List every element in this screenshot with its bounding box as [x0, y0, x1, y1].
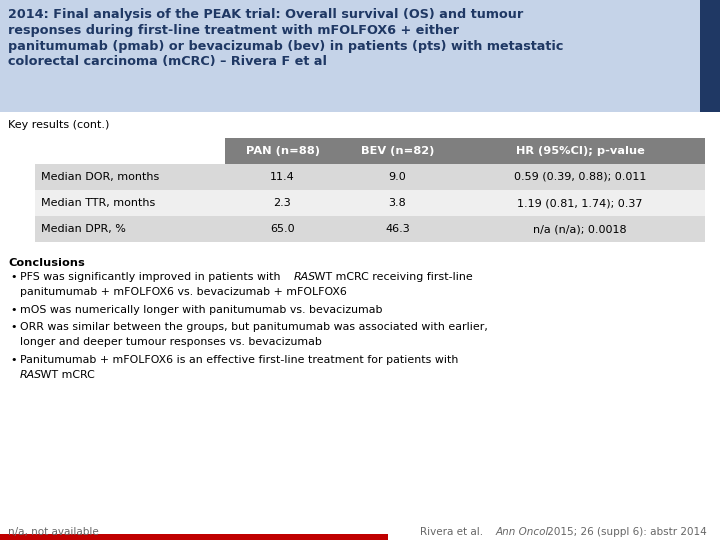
Bar — [35, 164, 705, 190]
Text: ORR was similar between the groups, but panitumumab was associated with earlier,: ORR was similar between the groups, but … — [20, 322, 488, 333]
Text: longer and deeper tumour responses vs. bevacizumab: longer and deeper tumour responses vs. b… — [20, 338, 322, 347]
Text: mOS was numerically longer with panitumumab vs. bevacizumab: mOS was numerically longer with panitumu… — [20, 305, 382, 315]
Text: •: • — [10, 272, 17, 282]
Text: 11.4: 11.4 — [270, 172, 295, 182]
Text: Median DOR, months: Median DOR, months — [41, 172, 159, 182]
Text: Ann Oncol: Ann Oncol — [495, 527, 549, 537]
Text: Median TTR, months: Median TTR, months — [41, 198, 156, 208]
Bar — [35, 216, 705, 242]
Text: Conclusions: Conclusions — [8, 258, 85, 268]
Text: WT mCRC: WT mCRC — [37, 370, 95, 380]
Text: 2014: Final analysis of the PEAK trial: Overall survival (OS) and tumour
respons: 2014: Final analysis of the PEAK trial: … — [8, 8, 563, 69]
Text: 2015; 26 (suppl 6): abstr 2014: 2015; 26 (suppl 6): abstr 2014 — [544, 527, 707, 537]
Text: 46.3: 46.3 — [385, 224, 410, 234]
Text: n/a, not available: n/a, not available — [8, 527, 99, 537]
Text: 0.59 (0.39, 0.88); 0.011: 0.59 (0.39, 0.88); 0.011 — [514, 172, 646, 182]
Text: 2.3: 2.3 — [274, 198, 292, 208]
Text: RAS: RAS — [294, 272, 316, 282]
Text: 65.0: 65.0 — [270, 224, 294, 234]
Text: 9.0: 9.0 — [389, 172, 406, 182]
Text: •: • — [10, 355, 17, 365]
Text: BEV (n=82): BEV (n=82) — [361, 146, 434, 156]
Text: panitumumab + mFOLFOX6 vs. bevacizumab + mFOLFOX6: panitumumab + mFOLFOX6 vs. bevacizumab +… — [20, 287, 347, 297]
Bar — [225, 138, 705, 164]
Text: •: • — [10, 322, 17, 333]
Text: Rivera et al.: Rivera et al. — [420, 527, 486, 537]
Bar — [35, 190, 705, 216]
Text: 3.8: 3.8 — [389, 198, 406, 208]
Text: PFS was significantly improved in patients with: PFS was significantly improved in patien… — [20, 272, 284, 282]
Text: RAS: RAS — [20, 370, 42, 380]
Text: Median DPR, %: Median DPR, % — [41, 224, 126, 234]
Text: WT mCRC receiving first-line: WT mCRC receiving first-line — [311, 272, 473, 282]
Bar — [700, 0, 720, 112]
Text: HR (95%CI); p-value: HR (95%CI); p-value — [516, 146, 644, 156]
Text: Panitumumab + mFOLFOX6 is an effective first-line treatment for patients with: Panitumumab + mFOLFOX6 is an effective f… — [20, 355, 459, 365]
Text: Key results (cont.): Key results (cont.) — [8, 120, 109, 130]
Text: 1.19 (0.81, 1.74); 0.37: 1.19 (0.81, 1.74); 0.37 — [517, 198, 643, 208]
Text: •: • — [10, 305, 17, 315]
Text: n/a (n/a); 0.0018: n/a (n/a); 0.0018 — [534, 224, 627, 234]
Text: PAN (n=88): PAN (n=88) — [246, 146, 320, 156]
Bar — [0, 534, 388, 540]
Bar — [0, 0, 700, 112]
